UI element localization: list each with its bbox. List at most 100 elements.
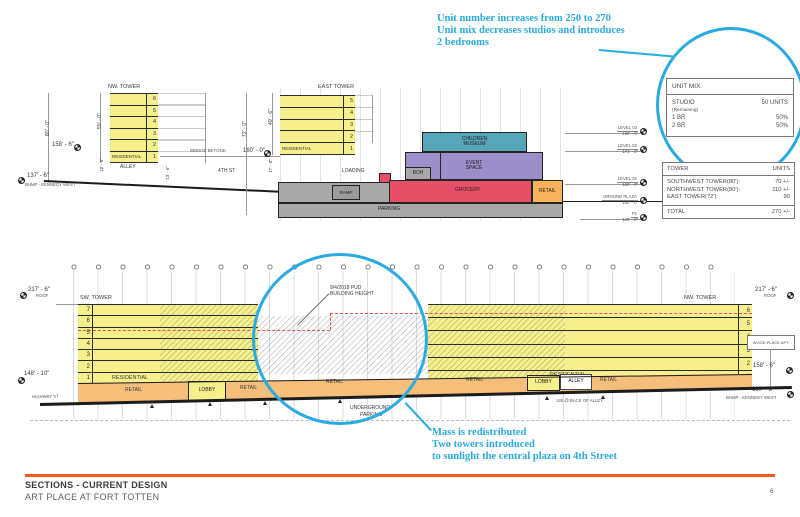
level-tag-03: LEVEL 03 182' - 0" (616, 125, 638, 136)
dim-49: 49' - 6" (268, 108, 274, 126)
floor-row: 4 (110, 116, 158, 128)
event-divider-line (440, 152, 441, 180)
retail-label: RETAIL (600, 377, 618, 383)
sw-tower-title: SW. TOWER (80, 295, 112, 301)
parking-label: PARKING (378, 206, 401, 212)
upper-nw-tower-title: NW. TOWER (108, 84, 141, 90)
boh-label: BOH (412, 169, 424, 176)
dim-line (100, 93, 101, 163)
dim-line (246, 93, 247, 215)
below-grade-dashed-line (30, 420, 790, 421)
bridge-beyond-label: BRIDGE BEYOND (190, 148, 226, 153)
page-subtitle: ART PLACE AT FORT TOTTEN (25, 492, 160, 502)
event-space-label: EVENT SPACE (465, 159, 483, 171)
floor-number: 6 (78, 316, 93, 327)
floor-row: 4 (280, 106, 355, 119)
annotation-line: Two towers introduced (432, 439, 535, 450)
nw-tower-title: NW. TOWER (684, 295, 717, 301)
floor-number: 5 (738, 318, 752, 331)
floor-row: 2 (280, 130, 355, 143)
retail-label: RETAIL (240, 385, 258, 391)
floor-number: 5 (343, 96, 355, 107)
ground-line-alley (43, 180, 280, 193)
unit-mix-row: STUDIO 50 UNITS (672, 100, 788, 106)
roof-left-label: ROOF (36, 293, 49, 298)
level-tag-01: LEVEL 01 160' - 0" (616, 176, 638, 187)
sw-tower-hatch (160, 304, 258, 384)
dim-10: 10' - 6" (99, 158, 104, 172)
highlight-circle-plaza (252, 253, 428, 425)
sw-residential-label: RESIDENTIAL (112, 375, 149, 381)
unit-mix-remaining: (Remaining) (672, 107, 699, 113)
level-marker-icon (640, 214, 647, 221)
level-marker-icon (786, 367, 793, 374)
dim-17: 17' - 0" (268, 159, 273, 173)
annotation-line: to sunlight the central plaza on 4th Str… (432, 451, 618, 462)
floor-row-residential: RESIDENTIAL 1 (280, 142, 355, 154)
children-museum-label-2: MUSEUM (463, 141, 486, 147)
floor-row: 2 (428, 356, 752, 370)
annotation-leader-line (598, 49, 675, 58)
level-158: 158' - 6" (52, 142, 74, 148)
level-marker-icon (18, 377, 25, 384)
floor-row-residential: RESIDENTIAL 1 (110, 150, 158, 162)
retail-label: RETAIL (466, 377, 484, 383)
level-line (160, 156, 280, 157)
roof-left-elev: 217' - 6" (28, 287, 50, 293)
level-marker-icon (787, 292, 794, 299)
level-tag-02: LEVEL 02 171' - 0" (616, 143, 638, 154)
level-line (565, 133, 640, 134)
dim-80: 80' - 0" (45, 119, 51, 137)
lobby-box-right: LOBBY (527, 375, 560, 391)
floor-row: 1 (78, 371, 258, 383)
level-tag-p1: P1 139' - 0" (622, 211, 638, 222)
pud-height-line-low (78, 330, 330, 331)
floor-number: 2 (78, 361, 93, 372)
children-museum-label-1: CHILDREN (461, 135, 488, 142)
ramp-box: RAMP (332, 185, 360, 200)
residential-label: RESIDENTIAL (282, 146, 312, 152)
lobby-label: LOBBY (535, 379, 552, 386)
level-148: 148' - 10" (24, 371, 50, 377)
roof-right-elev: 217' - 6" (755, 287, 777, 293)
entry-marker (150, 404, 154, 408)
dim-13: 13' - 6" (165, 166, 170, 180)
boh-mass: BOH (405, 167, 431, 180)
wood-place-label: WOOD PLACE APT. (752, 340, 790, 345)
ground-plaza-line (563, 201, 663, 203)
upper-nw-bridge-cells (158, 93, 206, 163)
level-line (56, 304, 78, 305)
floor-number: 3 (343, 119, 355, 131)
upper-retail-mass: RETAIL (532, 180, 563, 203)
annotation-line: Unit mix decreases studios and introduce… (437, 25, 625, 36)
entry-marker (601, 395, 605, 399)
level-line (565, 184, 643, 185)
tower-table-row: SOUTHWEST TOWER(80'): 70 +/- (667, 179, 790, 185)
upper-east-tower-block: 5 4 3 2 RESIDENTIAL 1 (280, 95, 355, 155)
floor-number: 2 (146, 140, 158, 151)
bottom-annotation: Mass is redistributed Two towers introdu… (432, 427, 617, 463)
floor-number: 1 (78, 372, 93, 383)
ramp-label: RAMP (339, 189, 353, 195)
floor-number: 7 (78, 305, 93, 316)
floor-row: 3 (280, 118, 355, 131)
wood-place-box: WOOD PLACE APT. (747, 335, 795, 350)
floor-number: 2 (343, 131, 355, 143)
floor-row: 5 (110, 104, 158, 116)
floor-row: 3 (110, 127, 158, 139)
upper-nw-tower-block: 6 5 4 3 2 RESIDENTIAL 1 (110, 93, 158, 163)
level-line (565, 151, 640, 152)
floor-number: 4 (78, 338, 93, 350)
pud-height-line-high (330, 313, 752, 314)
parking-mass (278, 203, 563, 218)
level-137-right: 137' - 6" (752, 387, 774, 393)
alley-label: ALLEY (120, 164, 136, 170)
dim-line (272, 93, 273, 155)
dim-72: 72' - 0" (242, 120, 248, 138)
retail-label: RETAIL (538, 187, 557, 194)
floor-row: 5 (428, 317, 752, 331)
tower-table-row: NORTHWEST TOWER(80'): 110 +/- (667, 186, 790, 193)
floor-row: 7 (78, 304, 258, 316)
bhmp-label-right: BHMP - KENNEDY WEST (726, 395, 777, 400)
